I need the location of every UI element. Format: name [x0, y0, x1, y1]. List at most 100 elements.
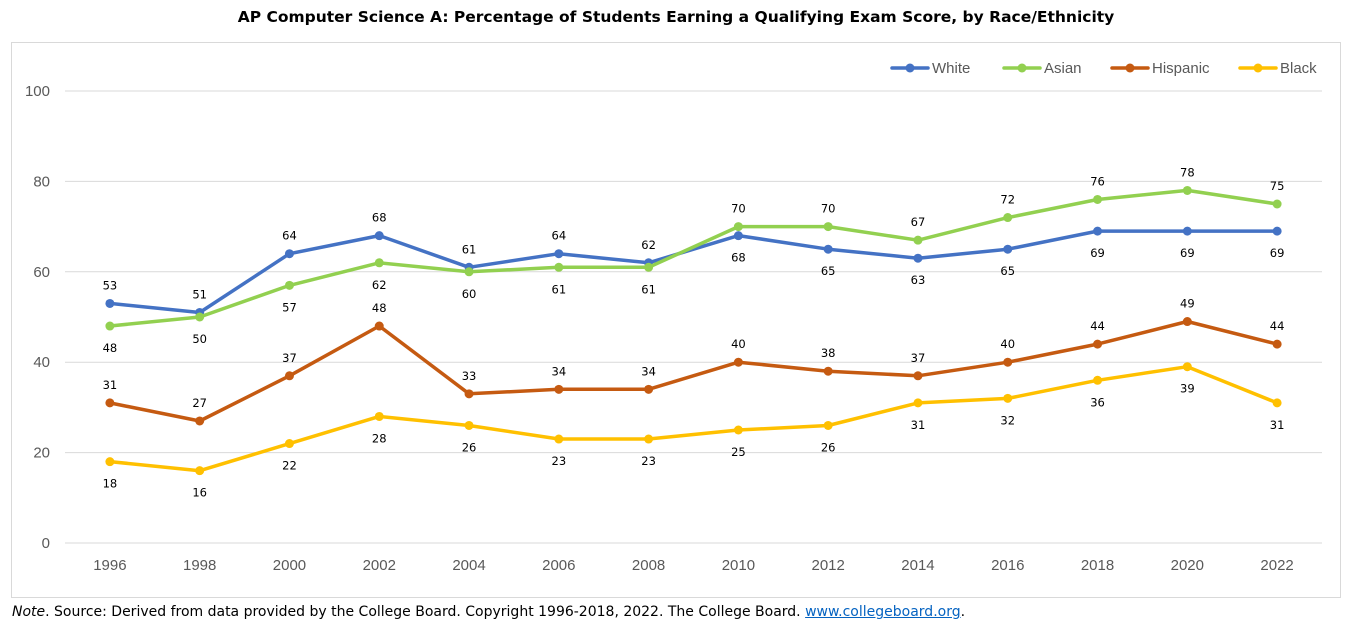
- source-note: Note. Source: Derived from data provided…: [12, 604, 965, 620]
- data-label-white: 69: [1090, 246, 1105, 260]
- data-label-white: 65: [1000, 264, 1015, 278]
- data-label-asian: 78: [1180, 165, 1195, 179]
- data-point-white: [105, 298, 115, 308]
- data-label-asian: 76: [1090, 174, 1105, 188]
- x-tick-label: 2002: [363, 557, 396, 574]
- data-point-asian: [1182, 185, 1192, 195]
- source-link[interactable]: www.collegeboard.org: [805, 604, 961, 620]
- data-label-black: 26: [462, 440, 477, 454]
- note-label: Note: [12, 604, 46, 620]
- data-point-hispanic: [644, 384, 654, 394]
- data-point-asian: [644, 262, 654, 272]
- data-point-hispanic: [1182, 317, 1192, 327]
- x-tick-label: 2004: [452, 557, 485, 574]
- data-point-hispanic: [913, 371, 923, 381]
- data-point-white: [1182, 226, 1192, 236]
- data-point-asian: [374, 258, 384, 268]
- data-point-asian: [554, 262, 564, 272]
- data-label-hispanic: 48: [372, 301, 387, 315]
- data-label-black: 31: [911, 418, 926, 432]
- data-point-white: [284, 249, 294, 259]
- data-point-hispanic: [1003, 357, 1013, 367]
- data-point-asian: [1093, 194, 1103, 204]
- data-label-hispanic: 27: [192, 396, 207, 410]
- data-label-hispanic: 44: [1270, 319, 1285, 333]
- data-point-asian: [195, 312, 205, 322]
- note-end: .: [960, 604, 966, 620]
- data-label-white: 61: [462, 242, 477, 256]
- legend-label-black: Black: [1280, 60, 1317, 77]
- data-label-white: 68: [372, 211, 387, 225]
- data-label-asian: 62: [372, 278, 387, 292]
- x-tick-label: 2012: [811, 557, 844, 574]
- data-point-white: [1093, 226, 1103, 236]
- data-point-asian: [105, 321, 115, 331]
- y-tick-label: 80: [33, 173, 50, 190]
- x-tick-label: 1998: [183, 557, 216, 574]
- data-point-black: [823, 420, 833, 430]
- data-label-black: 31: [1270, 418, 1285, 432]
- x-tick-label: 2016: [991, 557, 1024, 574]
- data-label-white: 69: [1270, 246, 1285, 260]
- data-label-white: 65: [821, 264, 836, 278]
- legend-label-white: White: [932, 60, 970, 77]
- data-point-black: [284, 439, 294, 449]
- y-tick-label: 40: [33, 354, 50, 371]
- data-point-black: [1182, 362, 1192, 372]
- data-label-hispanic: 37: [282, 351, 297, 365]
- data-label-white: 53: [103, 278, 118, 292]
- data-point-asian: [1272, 199, 1282, 209]
- data-label-asian: 67: [911, 215, 926, 229]
- data-label-white: 51: [192, 287, 207, 301]
- legend-label-asian: Asian: [1044, 60, 1082, 77]
- data-label-black: 32: [1000, 413, 1015, 427]
- legend-label-hispanic: Hispanic: [1152, 60, 1210, 77]
- data-point-hispanic: [464, 389, 474, 399]
- series-line-asian: [108, 188, 1279, 328]
- y-tick-label: 20: [33, 445, 50, 462]
- data-label-hispanic: 34: [552, 364, 567, 378]
- data-point-hispanic: [284, 371, 294, 381]
- data-point-black: [1272, 398, 1282, 408]
- x-tick-label: 2018: [1081, 557, 1114, 574]
- data-point-black: [644, 434, 654, 444]
- data-point-black: [1003, 393, 1013, 403]
- x-tick-label: 2006: [542, 557, 575, 574]
- data-point-black: [913, 398, 923, 408]
- data-label-black: 28: [372, 431, 387, 445]
- data-label-white: 64: [282, 229, 297, 243]
- data-label-hispanic: 31: [103, 378, 118, 392]
- data-point-asian: [284, 280, 294, 290]
- x-tick-label: 2014: [901, 557, 934, 574]
- data-label-asian: 50: [192, 332, 207, 346]
- data-point-black: [733, 425, 743, 435]
- legend-marker-asian: [1017, 63, 1027, 73]
- data-point-white: [913, 253, 923, 263]
- data-label-black: 18: [103, 477, 118, 491]
- data-point-hispanic: [733, 357, 743, 367]
- data-label-white: 68: [731, 251, 746, 265]
- data-point-black: [464, 420, 474, 430]
- data-point-white: [1003, 244, 1013, 254]
- data-label-hispanic: 33: [462, 369, 477, 383]
- data-label-asian: 57: [282, 300, 297, 314]
- series-line-hispanic: [108, 319, 1279, 423]
- data-label-white: 63: [911, 273, 926, 287]
- data-point-asian: [1003, 213, 1013, 223]
- data-label-white: 69: [1180, 246, 1195, 260]
- data-label-black: 16: [192, 486, 207, 500]
- data-point-hispanic: [554, 384, 564, 394]
- data-point-hispanic: [105, 398, 115, 408]
- data-point-asian: [823, 222, 833, 232]
- x-tick-label: 1996: [93, 557, 126, 574]
- x-tick-label: 2020: [1171, 557, 1204, 574]
- data-point-hispanic: [823, 366, 833, 376]
- data-label-black: 25: [731, 445, 746, 459]
- data-point-hispanic: [374, 321, 384, 331]
- y-tick-label: 100: [25, 83, 50, 100]
- data-label-black: 23: [552, 454, 567, 468]
- x-tick-label: 2022: [1260, 557, 1293, 574]
- data-label-hispanic: 40: [1000, 337, 1015, 351]
- data-label-asian: 70: [821, 202, 836, 216]
